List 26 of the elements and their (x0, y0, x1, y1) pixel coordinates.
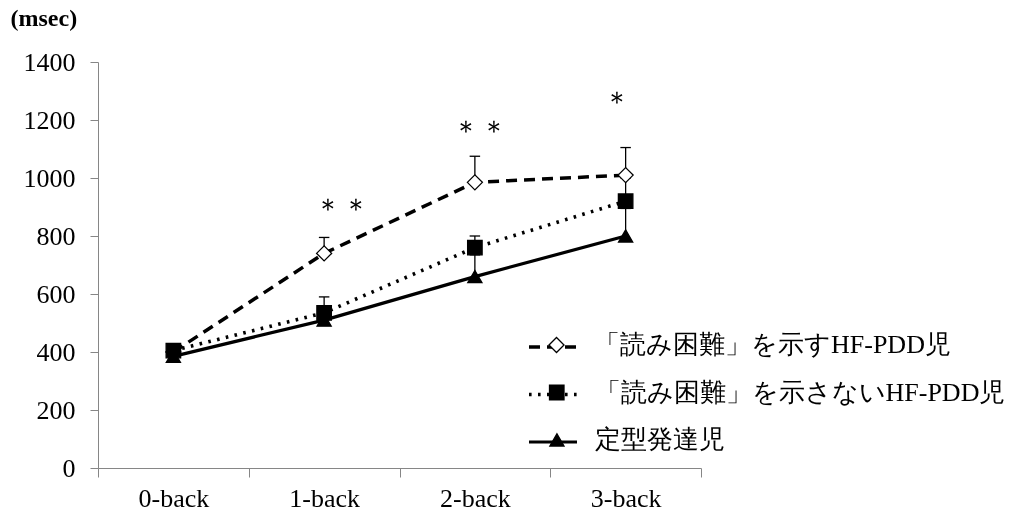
y-tick-label: 400 (36, 337, 76, 367)
point (466, 239, 483, 256)
y-tick-label: 800 (36, 221, 76, 251)
y-tick-label: 0 (62, 453, 76, 483)
point (467, 269, 483, 284)
point (617, 166, 634, 184)
x-tick-label: 2-back (440, 483, 511, 513)
annotation: ＊＊ (314, 192, 370, 225)
y-tick-label: 1200 (23, 105, 76, 135)
legend-label: 定型発達児 (594, 425, 725, 454)
point (617, 229, 634, 243)
y-tick-label: 600 (36, 279, 76, 309)
annotation: ＊＊ (452, 114, 508, 147)
x-tick-label: 0-back (138, 483, 210, 513)
y-tick-label: 1400 (23, 47, 76, 77)
annotation: ＊ (603, 85, 631, 118)
point (466, 174, 484, 191)
y-tick-label: 200 (36, 395, 76, 425)
legend-label: 「読み困難」を示すHF-PDD児 (594, 330, 951, 359)
point (315, 245, 333, 262)
legend-label: 「読み困難」を示さないHF-PDD児 (594, 377, 1006, 407)
x-tick-label: 3-back (590, 483, 662, 513)
point (617, 193, 634, 210)
x-tick-label: 1-back (289, 483, 360, 513)
y-tick-label: 1000 (23, 163, 76, 193)
y-axis-title: (msec) (10, 4, 78, 31)
